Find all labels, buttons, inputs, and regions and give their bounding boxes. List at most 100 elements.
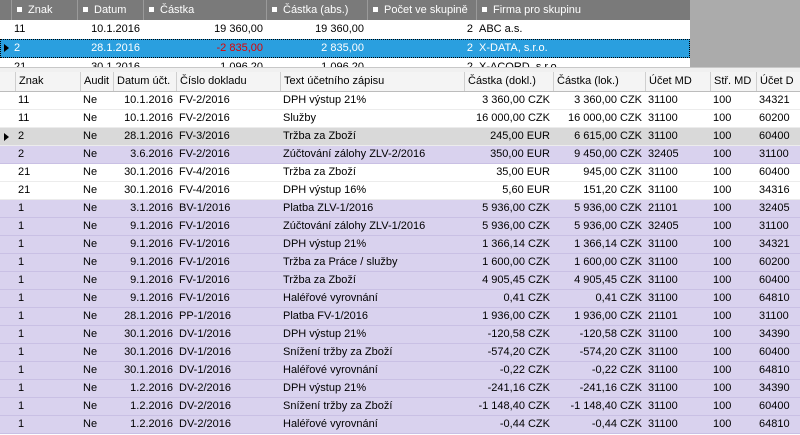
cell: 100 [713,400,732,412]
grid-row[interactable]: 2 Ne 28.1.2016 FV-3/2016 Tržba za Zboží 245,0… [0,128,800,146]
cell: Ne [83,346,98,358]
column-header[interactable]: Částka (abs.) [266,0,367,20]
header-icon [482,7,487,12]
cell: -120,58 CZK [579,328,642,340]
cell: 34316 [759,184,790,196]
cell: 4 905,45 CZK [574,274,642,286]
grid-row[interactable]: 1 Ne 9.1.2016 FV-1/2016 DPH výstup 21% 1 366,… [0,236,800,254]
cell: 6 615,00 CZK [574,130,642,142]
cell: Ne [83,310,98,322]
cell: FV-1/2016 [179,238,230,250]
cell: 5 936,00 CZK [574,220,642,232]
column-header[interactable]: Text účetního zápisu [280,72,464,91]
cell: 1 366,14 CZK [482,238,550,250]
cell: 9.1.2016 [130,274,173,286]
column-header[interactable]: Firma pro skupinu [476,0,690,20]
header-icon [373,7,378,12]
grid-row[interactable]: 11 Ne 10.1.2016 FV-2/2016 DPH výstup 21% 3 36… [0,92,800,110]
cell: 1.2.2016 [130,400,173,412]
cell: BV-1/2016 [179,202,231,214]
cell: 2 [466,42,473,54]
cell: 19 360,00 [315,23,364,35]
grid-row[interactable]: 1 Ne 9.1.2016 FV-1/2016 Zúčtování zálohy ZLV… [0,218,800,236]
grid-row[interactable]: 1 Ne 1.2.2016 DV-2/2016 Haléřové vyrovnání -0… [0,416,800,434]
cell: Zúčtování zálohy ZLV-2/2016 [283,148,426,160]
cell: Haléřové vyrovnání [283,418,378,430]
group-grid: Znak Datum Částka Částka (abs.) Počet ve sku… [0,0,800,67]
cell: 32405 [648,220,679,232]
grid-row[interactable]: 21 Ne 30.1.2016 FV-4/2016 DPH výstup 16% 5,60… [0,182,800,200]
cell: 9.1.2016 [130,220,173,232]
grid-row[interactable]: 1 Ne 1.2.2016 DV-2/2016 Snížení tržby za Zbo… [0,398,800,416]
cell: 100 [713,220,732,232]
cell: Snížení tržby za Zboží [283,346,393,358]
cell: 0,41 CZK [503,292,550,304]
grid-header: Znak Audit Datum účt. Číslo dokladu Text úče… [0,72,800,92]
cell: 1 [18,256,25,268]
column-header[interactable]: Částka (dokl.) [464,72,553,91]
cell: 2 835,00 [321,42,364,54]
column-header[interactable]: Číslo dokladu [176,72,280,91]
grid-row[interactable]: 11 10.1.2016 19 360,00 19 360,00 2 ABC a.s. [0,20,690,39]
cell: PP-1/2016 [179,310,231,322]
column-header[interactable]: Částka (lok.) [553,72,645,91]
cell: Haléřové vyrovnání [283,292,378,304]
column-header[interactable]: Datum [77,0,143,20]
column-header[interactable]: Znak [15,72,80,91]
grid-row[interactable]: 2 Ne 3.6.2016 FV-2/2016 Zúčtování zálohy ZLV… [0,146,800,164]
cell: -1 148,40 CZK [570,400,642,412]
column-header[interactable]: Počet ve skupině [367,0,476,20]
grid-row[interactable]: 1 Ne 9.1.2016 FV-1/2016 Tržba za Zboží 4 905,… [0,272,800,290]
cell: 31100 [648,184,678,196]
cell: 1 936,00 CZK [574,310,642,322]
cell: 21101 [648,202,678,214]
grid-row[interactable]: 21 Ne 30.1.2016 FV-4/2016 Tržba za Zboží 35,0… [0,164,800,182]
row-indicator [4,44,9,52]
column-header[interactable]: Audit [80,72,113,91]
grid-row[interactable]: 1 Ne 28.1.2016 PP-1/2016 Platba FV-1/2016 1 9… [0,308,800,326]
grid-row[interactable]: 1 Ne 3.1.2016 BV-1/2016 Platba ZLV-1/2016 5 9… [0,200,800,218]
cell: X-ACORD, s.r.o. [479,61,560,67]
cell: 100 [713,274,732,286]
cell: 2 [18,130,25,142]
cell: 30.1.2016 [124,184,173,196]
column-header[interactable]: Datum účt. [113,72,176,91]
cell: 9.1.2016 [130,292,173,304]
cell: 30.1.2016 [124,364,173,376]
cell: 30.1.2016 [124,328,173,340]
cell: 1 [18,328,25,340]
cell: Ne [83,238,98,250]
cell: FV-1/2016 [179,220,230,232]
cell: 60400 [759,274,790,286]
cell: 1 600,00 CZK [574,256,642,268]
column-header[interactable]: Stř. MD [710,72,756,91]
cell: Tržba za Zboží [283,274,356,286]
cell: DV-2/2016 [179,382,231,394]
cell: 21101 [648,310,678,322]
grid-row[interactable]: 1 Ne 9.1.2016 FV-1/2016 Haléřové vyrovnání 0,… [0,290,800,308]
cell: 31100 [648,166,678,178]
grid-row[interactable]: 1 Ne 30.1.2016 DV-1/2016 Haléřové vyrovnání -… [0,362,800,380]
cell: 60200 [759,256,790,268]
cell: Ne [83,148,98,160]
grid-row[interactable]: 1 Ne 1.2.2016 DV-2/2016 DPH výstup 21% -241,1… [0,380,800,398]
cell: 31100 [648,328,678,340]
cell: 34390 [759,328,790,340]
column-header[interactable]: Účet D [756,72,800,91]
grid-row[interactable]: 2 28.1.2016 -2 835,00 2 835,00 2 X-DATA, s.r.… [0,39,690,58]
grid-row[interactable]: 1 Ne 30.1.2016 DV-1/2016 Snížení tržby za Zb… [0,344,800,362]
cell: 245,00 EUR [490,130,550,142]
splitter[interactable] [0,67,800,72]
cell: Ne [83,382,98,394]
grid-row[interactable]: 1 Ne 9.1.2016 FV-1/2016 Tržba za Práce / slu… [0,254,800,272]
grid-row[interactable]: 11 Ne 10.1.2016 FV-2/2016 Služby 16 000,00 CZ… [0,110,800,128]
column-header[interactable]: Částka [143,0,266,20]
cell: FV-4/2016 [179,184,230,196]
grid-row[interactable]: 1 Ne 30.1.2016 DV-1/2016 DPH výstup 21% -120,… [0,326,800,344]
grid-header: Znak Datum Částka Částka (abs.) Počet ve sku… [0,0,690,20]
grid-row[interactable]: 21 30.1.2016 1 096,20 1 096,20 2 X-ACORD, s.r… [0,58,690,67]
column-header[interactable]: Znak [11,0,77,20]
cell: 1 096,20 [220,61,263,67]
column-header[interactable]: Účet MD [645,72,710,91]
